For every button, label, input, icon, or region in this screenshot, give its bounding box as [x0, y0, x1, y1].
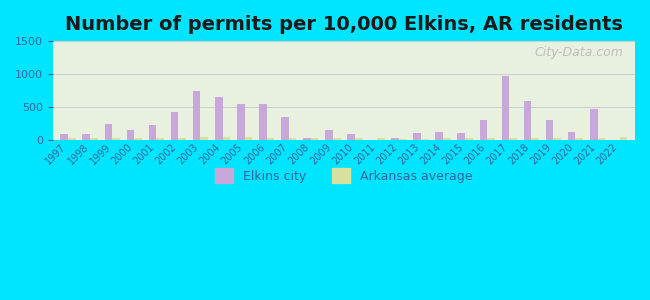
Bar — [421, 139, 429, 140]
Bar — [531, 138, 539, 140]
Bar — [443, 138, 451, 140]
Bar — [436, 132, 443, 140]
Bar — [259, 104, 266, 140]
Text: City-Data.com: City-Data.com — [534, 46, 623, 59]
Bar — [281, 117, 289, 140]
Bar — [289, 138, 296, 140]
Bar — [60, 134, 68, 140]
Bar — [83, 134, 90, 140]
Bar — [619, 137, 627, 140]
Bar — [127, 130, 135, 140]
Bar — [244, 137, 252, 140]
Bar — [333, 138, 341, 140]
Bar — [347, 134, 355, 140]
Bar — [524, 100, 531, 140]
Bar — [488, 138, 495, 140]
Bar — [567, 132, 575, 140]
Bar — [502, 76, 510, 140]
Bar — [135, 138, 142, 140]
Bar — [157, 138, 164, 140]
Bar — [112, 138, 120, 140]
Bar — [391, 138, 399, 140]
Bar — [105, 124, 112, 140]
Bar — [399, 139, 407, 140]
Bar — [200, 137, 208, 140]
Bar — [480, 120, 488, 140]
Bar — [355, 138, 363, 140]
Bar — [377, 138, 385, 140]
Bar — [193, 91, 200, 140]
Bar — [545, 120, 553, 140]
Bar — [266, 138, 274, 140]
Bar — [465, 138, 473, 140]
Bar — [413, 133, 421, 140]
Bar — [303, 138, 311, 140]
Bar — [149, 125, 157, 140]
Bar — [171, 112, 179, 140]
Bar — [215, 97, 222, 140]
Bar — [510, 138, 517, 140]
Bar — [597, 138, 605, 140]
Bar — [68, 138, 76, 140]
Legend: Elkins city, Arkansas average: Elkins city, Arkansas average — [210, 163, 478, 188]
Bar — [553, 138, 561, 140]
Bar — [90, 138, 98, 140]
Bar — [590, 109, 597, 140]
Bar — [325, 130, 333, 140]
Bar — [222, 137, 230, 140]
Title: Number of permits per 10,000 Elkins, AR residents: Number of permits per 10,000 Elkins, AR … — [65, 15, 623, 34]
Bar — [179, 138, 186, 140]
Bar — [458, 133, 465, 140]
Bar — [237, 104, 244, 140]
Bar — [311, 138, 318, 140]
Bar — [575, 138, 583, 140]
